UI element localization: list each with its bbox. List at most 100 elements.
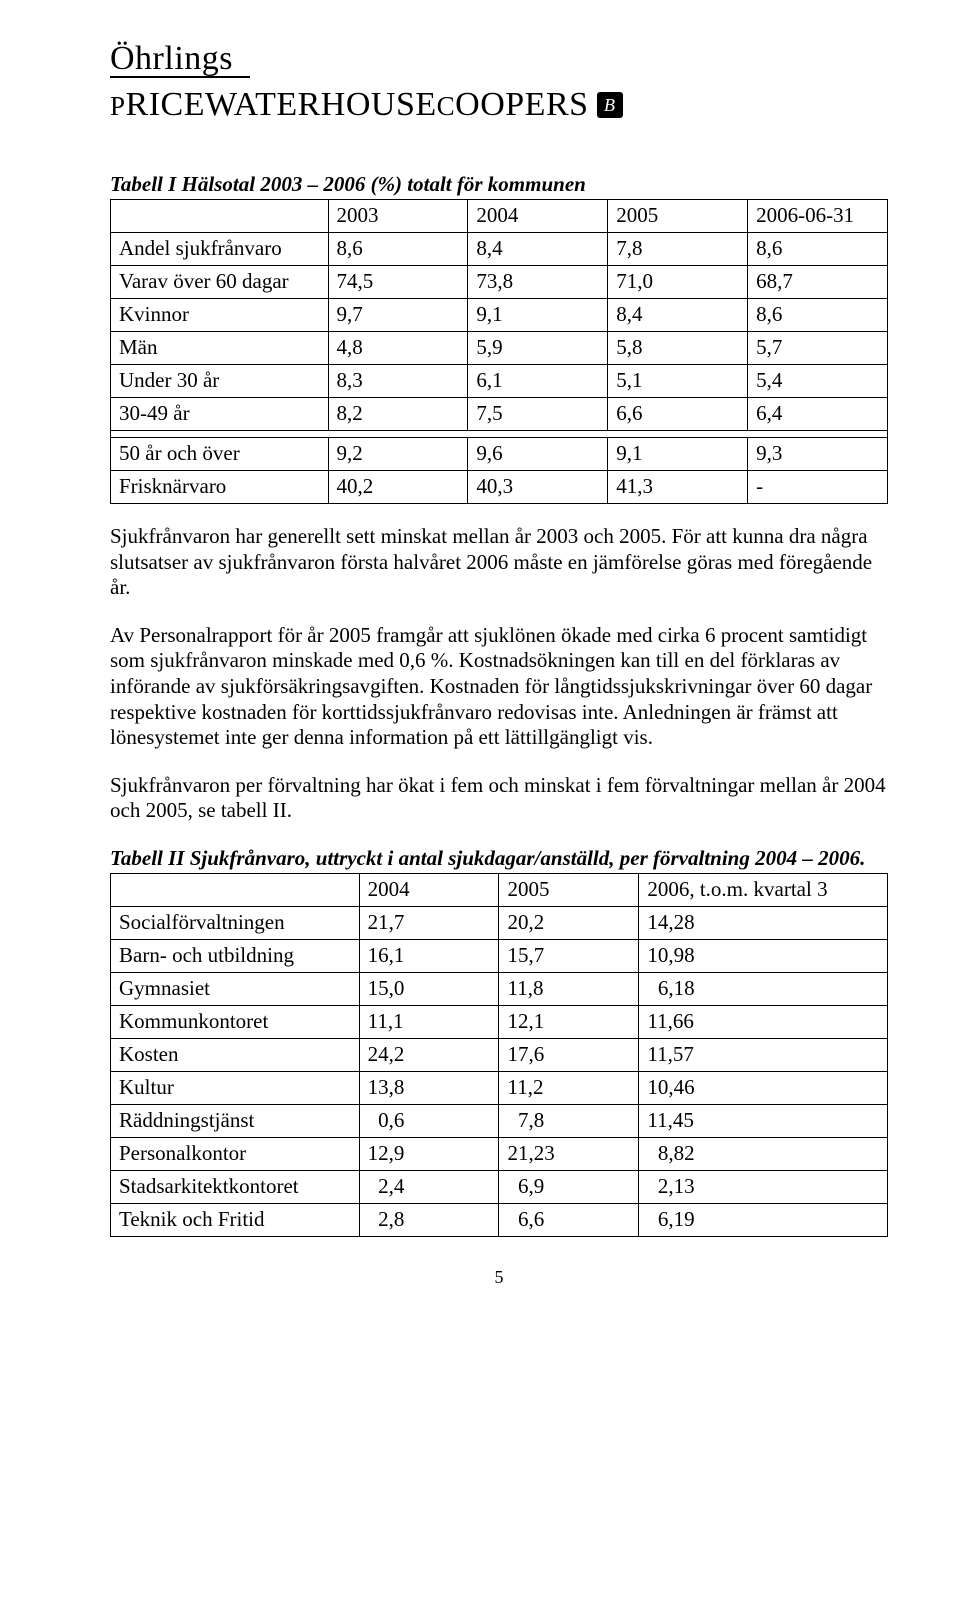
table-cell: 10,46 [639, 1072, 888, 1105]
table-cell: 73,8 [468, 266, 608, 299]
table-cell: 2,8 [359, 1204, 499, 1237]
table-cell: 6,19 [639, 1204, 888, 1237]
table-row: Kultur13,811,210,46 [111, 1072, 888, 1105]
table-cell: 11,8 [499, 973, 639, 1006]
table-cell: 2003 [328, 200, 468, 233]
table-cell: 8,6 [748, 233, 888, 266]
table-cell: 8,4 [468, 233, 608, 266]
table-row: Socialförvaltningen21,720,214,28 [111, 907, 888, 940]
table-cell: 2005 [499, 874, 639, 907]
table-cell: Kommunkontoret [111, 1006, 360, 1039]
table-cell: Kvinnor [111, 299, 329, 332]
logo-badge-icon: B [597, 92, 623, 118]
table-cell: 13,8 [359, 1072, 499, 1105]
table-cell: 6,6 [499, 1204, 639, 1237]
table-cell: Teknik och Fritid [111, 1204, 360, 1237]
logo-bottom: PRICEWATERHOUSECOOPERS [110, 86, 589, 124]
table-cell: 6,4 [748, 398, 888, 431]
table-cell: 24,2 [359, 1039, 499, 1072]
table-cell: 9,7 [328, 299, 468, 332]
table-row: Män4,85,95,85,7 [111, 332, 888, 365]
table2-title: Tabell II Sjukfrånvaro, uttryckt i antal… [110, 846, 888, 871]
table-cell: 2006, t.o.m. kvartal 3 [639, 874, 888, 907]
table-cell: 15,0 [359, 973, 499, 1006]
table-cell: 0,6 [359, 1105, 499, 1138]
table-cell: 21,7 [359, 907, 499, 940]
table-cell: 2004 [359, 874, 499, 907]
table-cell: Kultur [111, 1072, 360, 1105]
table-cell: 5,8 [608, 332, 748, 365]
table-row: Teknik och Fritid 2,8 6,6 6,19 [111, 1204, 888, 1237]
table-row: Kosten24,217,611,57 [111, 1039, 888, 1072]
table2: 200420052006, t.o.m. kvartal 3 Socialför… [110, 873, 888, 1237]
table1-header-row: 2003200420052006-06-31 [111, 200, 888, 233]
table-cell: 7,5 [468, 398, 608, 431]
table-cell: 9,1 [468, 299, 608, 332]
paragraph-2: Av Personalrapport för år 2005 framgår a… [110, 623, 888, 751]
table1-title: Tabell I Hälsotal 2003 – 2006 (%) totalt… [110, 172, 888, 197]
table-row: Frisknärvaro40,240,341,3- [111, 471, 888, 504]
table-cell: 6,1 [468, 365, 608, 398]
table-cell: 40,3 [468, 471, 608, 504]
table-cell: 10,98 [639, 940, 888, 973]
table-cell: 71,0 [608, 266, 748, 299]
table-cell: Personalkontor [111, 1138, 360, 1171]
table-cell: Varav över 60 dagar [111, 266, 329, 299]
table-cell: 11,1 [359, 1006, 499, 1039]
table-row: Gymnasiet15,011,8 6,18 [111, 973, 888, 1006]
table-cell: 8,2 [328, 398, 468, 431]
table-cell: 5,4 [748, 365, 888, 398]
table-row: 30-49 år8,27,56,66,4 [111, 398, 888, 431]
table2-header-row: 200420052006, t.o.m. kvartal 3 [111, 874, 888, 907]
table-cell: 40,2 [328, 471, 468, 504]
table-cell: Kosten [111, 1039, 360, 1072]
table-cell: 12,9 [359, 1138, 499, 1171]
table2-body: Socialförvaltningen21,720,214,28Barn- oc… [111, 907, 888, 1237]
table-cell: 50 år och över [111, 438, 329, 471]
table-cell: 15,7 [499, 940, 639, 973]
table-cell: 9,6 [468, 438, 608, 471]
table-cell: 16,1 [359, 940, 499, 973]
table-cell: 41,3 [608, 471, 748, 504]
table-row: Andel sjukfrånvaro8,68,47,88,6 [111, 233, 888, 266]
table-row: Personalkontor12,921,23 8,82 [111, 1138, 888, 1171]
table-cell [111, 874, 360, 907]
table-row: Räddningstjänst 0,6 7,811,45 [111, 1105, 888, 1138]
table-row: Under 30 år8,36,15,15,4 [111, 365, 888, 398]
table-cell: 74,5 [328, 266, 468, 299]
table-cell: 17,6 [499, 1039, 639, 1072]
table1-body-b: 50 år och över9,29,69,19,3Frisknärvaro40… [111, 438, 888, 504]
table-cell: 11,57 [639, 1039, 888, 1072]
table-cell: 2,4 [359, 1171, 499, 1204]
table-cell: 9,1 [608, 438, 748, 471]
table-cell: 11,2 [499, 1072, 639, 1105]
table1: 2003200420052006-06-31 Andel sjukfrånvar… [110, 199, 888, 504]
table1-body-a: Andel sjukfrånvaro8,68,47,88,6Varav över… [111, 233, 888, 431]
table-row: Barn- och utbildning16,115,710,98 [111, 940, 888, 973]
logo: Öhrlings PRICEWATERHOUSECOOPERS B [110, 40, 888, 124]
table-cell: Under 30 år [111, 365, 329, 398]
table-cell: 8,3 [328, 365, 468, 398]
table-cell: Män [111, 332, 329, 365]
table-cell: 14,28 [639, 907, 888, 940]
table-cell: 6,9 [499, 1171, 639, 1204]
table-cell: 11,45 [639, 1105, 888, 1138]
table-row: Stadsarkitektkontoret 2,4 6,9 2,13 [111, 1171, 888, 1204]
table-cell: 5,9 [468, 332, 608, 365]
table-cell: 2005 [608, 200, 748, 233]
table-cell: 8,6 [328, 233, 468, 266]
table-cell: 9,3 [748, 438, 888, 471]
table-cell: 68,7 [748, 266, 888, 299]
table-cell: 5,7 [748, 332, 888, 365]
table-cell: Frisknärvaro [111, 471, 329, 504]
table-cell [111, 200, 329, 233]
table-cell: 12,1 [499, 1006, 639, 1039]
table-cell: 30-49 år [111, 398, 329, 431]
table-cell: 8,82 [639, 1138, 888, 1171]
table-cell: 7,8 [608, 233, 748, 266]
table-cell: 6,18 [639, 973, 888, 1006]
table-cell: Barn- och utbildning [111, 940, 360, 973]
table-cell: Socialförvaltningen [111, 907, 360, 940]
table-row: Kommunkontoret11,112,111,66 [111, 1006, 888, 1039]
table-cell: 21,23 [499, 1138, 639, 1171]
